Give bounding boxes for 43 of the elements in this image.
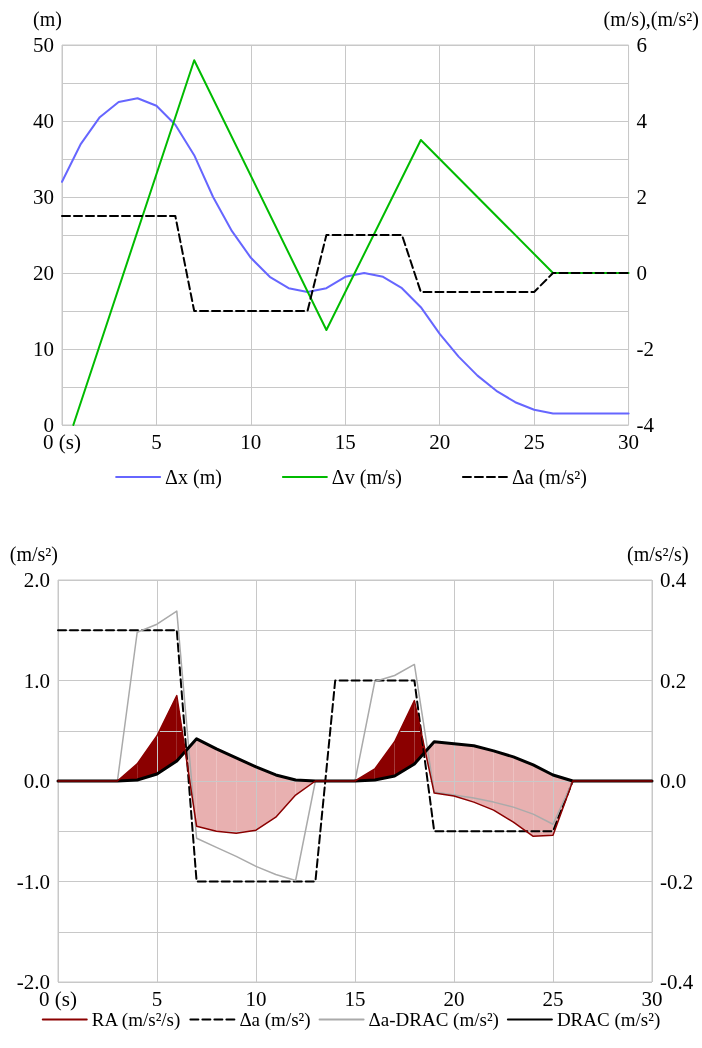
y-tick-label: 50 [33, 33, 54, 57]
x-tick-label: 25 [523, 429, 545, 454]
y-tick-label: 0.0 [23, 769, 50, 793]
y2-tick-label: 6 [636, 33, 648, 57]
legend-label: RA (m/s²/s) [91, 1009, 181, 1031]
y2-tick-label: -0.4 [660, 970, 694, 994]
legend-label: Δv (m/s) [331, 466, 402, 489]
line-series [57, 694, 653, 838]
line-series [61, 215, 630, 312]
y-tick-label: 30 [33, 185, 54, 209]
x-tick-label: 15 [344, 986, 366, 1011]
x-tick-label: 25 [542, 986, 564, 1011]
x-tick-label: 5 [151, 986, 163, 1011]
y-tick-label: -1.0 [16, 869, 50, 894]
y-axis-title: (m) [33, 8, 62, 31]
legend-label: Δa (m/s²) [511, 466, 587, 489]
legend-label: Δa (m/s²) [239, 1009, 311, 1031]
y2-axis-title: (m/s²/s) [627, 543, 689, 566]
y-tick-label: 20 [33, 261, 54, 285]
y2-tick-label: 0.0 [660, 769, 687, 793]
y2-tick-label: -2 [636, 337, 655, 361]
y2-tick-label: 0.4 [660, 568, 687, 592]
x-tick-label: 5 [151, 429, 162, 454]
legend-label: DRAC (m/s²) [556, 1009, 661, 1031]
legend-label: Δx (m) [165, 466, 222, 489]
y-axis-title: (m/s²) [9, 543, 58, 566]
y-tick-label: 2.0 [23, 568, 50, 592]
x-tick-label: 10 [245, 986, 267, 1011]
y-tick-label: 40 [33, 109, 54, 133]
y-tick-label: 1.0 [23, 668, 50, 693]
y2-tick-label: 0.2 [660, 668, 687, 693]
y-tick-label: 10 [33, 337, 54, 361]
x-tick-label: 20 [429, 429, 451, 454]
x-tick-label: 30 [641, 986, 663, 1011]
y2-tick-label: 4 [636, 109, 648, 133]
y2-tick-label: 0 [636, 261, 648, 285]
x-tick-label: 20 [443, 986, 465, 1011]
y2-tick-label: 2 [636, 185, 648, 209]
legend-label: Δa-DRAC (m/s²) [368, 1009, 499, 1031]
y2-tick-label: -0.2 [660, 869, 694, 894]
x-tick-label: 15 [334, 429, 356, 454]
x-tick-label: 10 [240, 429, 262, 454]
y2-axis-title: (m/s),(m/s²) [603, 8, 700, 31]
